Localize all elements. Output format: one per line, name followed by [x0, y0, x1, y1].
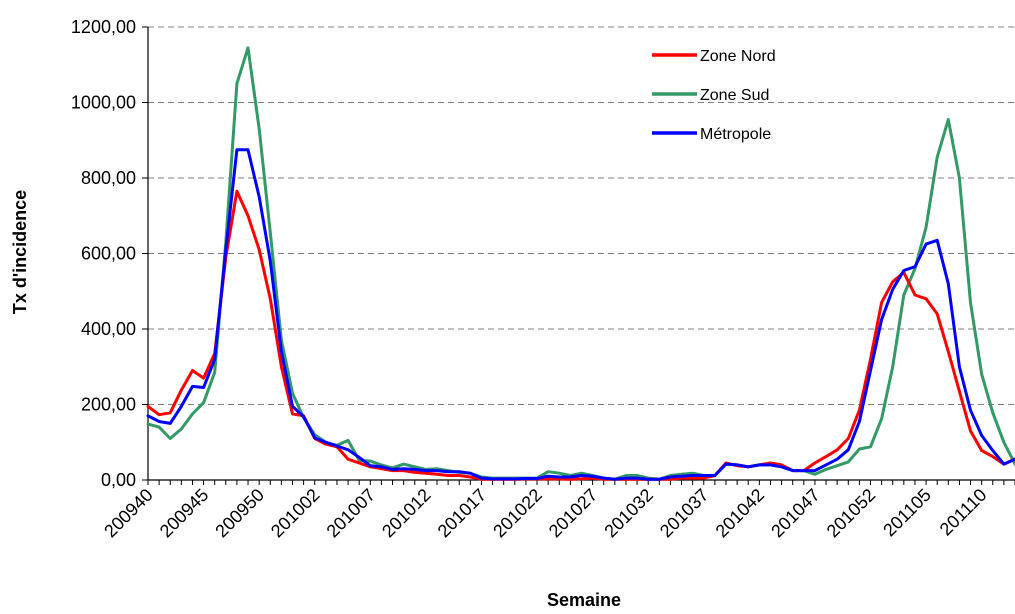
y-tick-label: 200,00 [81, 395, 136, 415]
y-tick-label: 1000,00 [71, 93, 136, 113]
series-line-zone-nord [146, 189, 1015, 481]
x-axis-title: Semaine [547, 590, 621, 610]
y-tick-label: 800,00 [81, 168, 136, 188]
series-lines [146, 46, 1015, 481]
y-tick-label: 400,00 [81, 319, 136, 339]
legend: Zone Nord Zone Sud Métropole [652, 48, 776, 143]
y-tick-labels: 0,00 200,00 400,00 600,00 800,00 1000,00 1200,… [71, 17, 136, 490]
y-axis-title: Tx d'incidence [10, 190, 30, 314]
legend-label: Zone Sud [700, 87, 769, 104]
y-tick-label: 0,00 [101, 470, 136, 490]
series-line-m-tropole [146, 148, 1015, 481]
series-line-zone-sud [146, 46, 1015, 481]
legend-label: Zone Nord [700, 48, 776, 65]
y-tick-label: 600,00 [81, 244, 136, 264]
y-tick-label: 1200,00 [71, 17, 136, 37]
legend-label: Métropole [700, 126, 771, 143]
